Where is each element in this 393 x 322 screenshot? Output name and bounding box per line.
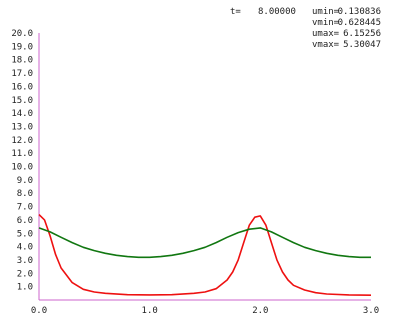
y-tick-label: 5.0 [17,229,33,239]
y-tick-label: 15.0 [11,96,33,106]
y-tick-label: 10.0 [11,163,33,173]
u-series-line [38,214,372,296]
x-tick-label: 1.0 [142,306,158,316]
vmin-value: 0.628445 [338,18,381,28]
y-tick-labels: 1.0 2.0 3.0 4.0 5.0 6.0 7.0 8.0 9.0 10.0 11.0 12.0 1… [11,29,33,293]
y-tick-label: 2.0 [17,269,33,279]
umax-label: umax= [312,29,340,39]
x-tick-label: 3.0 [363,306,379,316]
series-group [38,214,372,296]
x-tick-label: 0.0 [31,306,47,316]
y-tick-label: 19.0 [11,42,33,52]
t-value: 8.00000 [258,7,296,17]
y-tick-label: 13.0 [11,122,33,132]
y-tick-label: 8.0 [17,189,33,199]
y-tick-label: 9.0 [17,176,33,186]
x-tick-label: 2.0 [252,306,268,316]
y-tick-label: 4.0 [17,243,33,253]
y-tick-label: 16.0 [11,82,33,92]
y-tick-label: 1.0 [17,283,33,293]
y-tick-label: 3.0 [17,256,33,266]
umin-label: umin= [312,7,340,17]
y-tick-label: 18.0 [11,56,33,66]
y-tick-label: 11.0 [11,149,33,159]
umin-value: 0.130836 [338,7,381,17]
readout-panel: t= 8.00000 umin= 0.130836 vmin= 0.628445… [230,7,381,50]
vmax-label: vmax= [312,40,340,50]
vmin-label: vmin= [312,18,340,28]
y-tick-label: 20.0 [11,29,33,39]
y-tick-label: 7.0 [17,203,33,213]
y-tick-label: 6.0 [17,216,33,226]
vmax-value: 5.30047 [343,40,381,50]
v-series-line [38,227,371,259]
y-tick-label: 17.0 [11,69,33,79]
umax-value: 6.15256 [343,29,381,39]
y-tick-label: 12.0 [11,136,33,146]
t-label: t= [230,7,241,17]
y-tick-label: 14.0 [11,109,33,119]
x-tick-labels: 0.0 1.0 2.0 3.0 [31,306,379,316]
